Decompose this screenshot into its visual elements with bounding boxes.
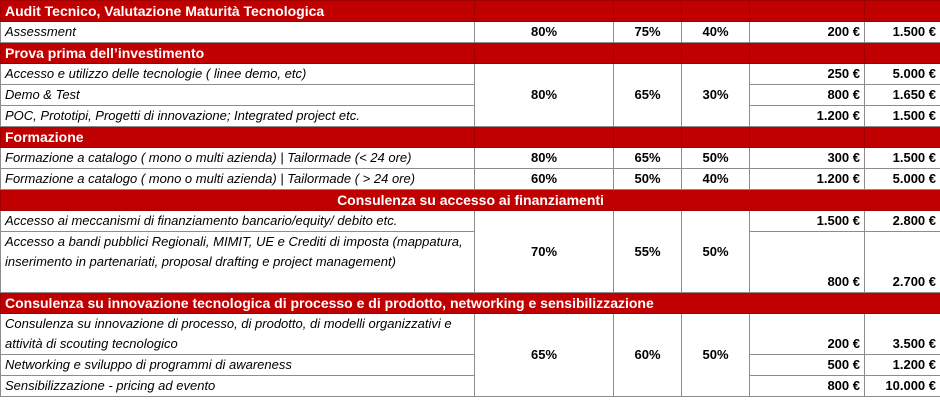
table-row: Accesso e utilizzo delle tecnologie ( li… <box>0 63 940 127</box>
price-min: 1.200 € <box>749 168 865 190</box>
table-row: Sensibilizzazione - pricing ad evento 80… <box>0 375 940 397</box>
section-title: Consulenza su accesso ai finanziamenti <box>0 189 940 211</box>
table-row: Demo & Test 800 € 1.650 € <box>0 84 940 106</box>
section-header-audit: Audit Tecnico, Valutazione Maturità Tecn… <box>0 0 940 22</box>
percentage-1: 70% <box>474 210 614 293</box>
percentage-2: 75% <box>613 21 682 43</box>
price-min: 1.200 € <box>749 105 865 127</box>
percentage-3: 40% <box>681 21 750 43</box>
section-title: Prova prima dell’investimento <box>0 42 475 64</box>
percentage-1: 80% <box>474 63 614 127</box>
percentage-2: 65% <box>613 63 682 127</box>
price-max: 10.000 € <box>864 375 940 397</box>
price-max: 1.200 € <box>864 354 940 376</box>
row-description: Networking e sviluppo di programmi di aw… <box>0 354 475 376</box>
price-max: 1.500 € <box>864 105 940 127</box>
price-max: 2.800 € <box>864 210 940 232</box>
row-description: Formazione a catalogo ( mono o multi azi… <box>0 147 475 169</box>
price-min: 300 € <box>749 147 865 169</box>
percentage-1: 60% <box>474 168 614 190</box>
price-max: 1.500 € <box>864 147 940 169</box>
section-title: Consulenza su innovazione tecnologica di… <box>0 292 940 314</box>
percentage-2: 60% <box>613 313 682 397</box>
price-min: 200 € <box>749 313 865 355</box>
price-max: 3.500 € <box>864 313 940 355</box>
price-max: 5.000 € <box>864 63 940 85</box>
section-title: Formazione <box>0 126 475 148</box>
section-title: Audit Tecnico, Valutazione Maturità Tecn… <box>0 0 475 22</box>
row-description: Sensibilizzazione - pricing ad evento <box>0 375 475 397</box>
price-min: 800 € <box>749 84 865 106</box>
percentage-3: 50% <box>681 313 750 397</box>
percentage-2: 55% <box>613 210 682 293</box>
price-min: 800 € <box>749 375 865 397</box>
table-row: Accesso a bandi pubblici Regionali, MIMI… <box>0 231 940 293</box>
row-description: Demo & Test <box>0 84 475 106</box>
percentage-2: 65% <box>613 147 682 169</box>
table-row: Formazione a catalogo ( mono o multi azi… <box>0 168 940 190</box>
table-row: Assessment 80% 75% 40% 200 € 1.500 € <box>0 21 940 43</box>
price-max: 1.500 € <box>864 21 940 43</box>
table-row: Accesso ai meccanismi di finanziamento b… <box>0 210 940 293</box>
table-row: Networking e sviluppo di programmi di aw… <box>0 354 940 376</box>
percentage-2: 50% <box>613 168 682 190</box>
section-header-formazione: Formazione <box>0 126 940 148</box>
price-max: 1.650 € <box>864 84 940 106</box>
row-description: Assessment <box>0 21 475 43</box>
row-description: Formazione a catalogo ( mono o multi azi… <box>0 168 475 190</box>
table-row: POC, Prototipi, Progetti di innovazione;… <box>0 105 940 127</box>
table-row: Formazione a catalogo ( mono o multi azi… <box>0 147 940 169</box>
percentage-1: 65% <box>474 313 614 397</box>
price-min: 1.500 € <box>749 210 865 232</box>
row-description: Consulenza su innovazione di processo, d… <box>0 313 475 355</box>
section-header-finanziamenti: Consulenza su accesso ai finanziamenti <box>0 189 940 211</box>
table-row: Consulenza su innovazione di processo, d… <box>0 313 940 397</box>
percentage-3: 50% <box>681 147 750 169</box>
section-header-prova: Prova prima dell’investimento <box>0 42 940 64</box>
percentage-3: 30% <box>681 63 750 127</box>
price-min: 500 € <box>749 354 865 376</box>
percentage-1: 80% <box>474 147 614 169</box>
price-min: 800 € <box>749 231 865 293</box>
section-header-innovazione: Consulenza su innovazione tecnologica di… <box>0 292 940 314</box>
price-max: 5.000 € <box>864 168 940 190</box>
row-description: Accesso a bandi pubblici Regionali, MIMI… <box>0 231 475 293</box>
row-description: Accesso e utilizzo delle tecnologie ( li… <box>0 63 475 85</box>
price-min: 250 € <box>749 63 865 85</box>
price-max: 2.700 € <box>864 231 940 293</box>
price-min: 200 € <box>749 21 865 43</box>
percentage-3: 50% <box>681 210 750 293</box>
percentage-3: 40% <box>681 168 750 190</box>
row-description: Accesso ai meccanismi di finanziamento b… <box>0 210 475 232</box>
percentage-1: 80% <box>474 21 614 43</box>
row-description: POC, Prototipi, Progetti di innovazione;… <box>0 105 475 127</box>
